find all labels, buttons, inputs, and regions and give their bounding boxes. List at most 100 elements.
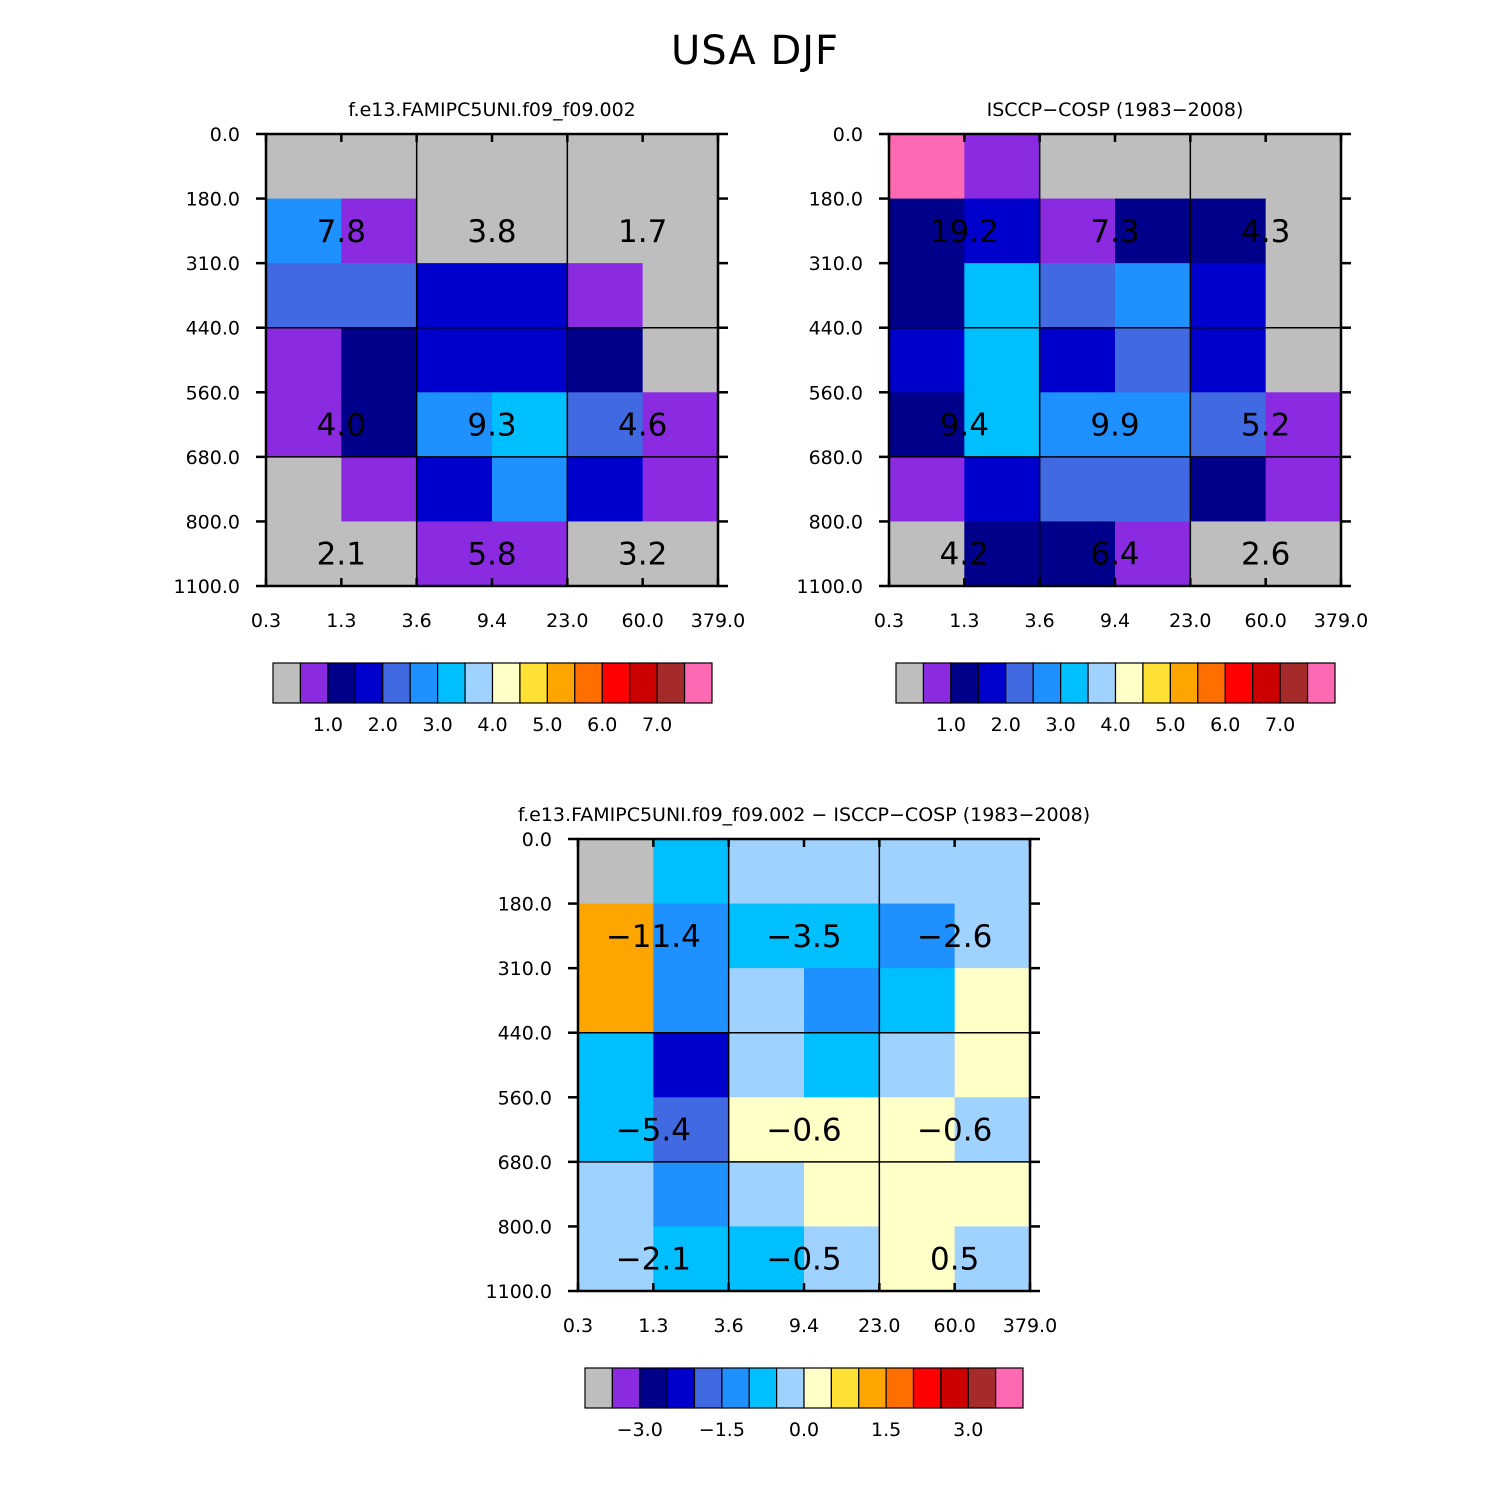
y-tick-label: 180.0 — [186, 189, 240, 211]
block-value-label: −2.6 — [917, 919, 992, 955]
block-value-label: −3.5 — [766, 919, 841, 955]
x-tick-label: 60.0 — [1245, 610, 1287, 632]
x-tick-label: 9.4 — [789, 1315, 819, 1337]
block-value-label: 5.8 — [467, 537, 516, 573]
heatmap-cell — [964, 327, 1041, 393]
colorbar-swatch — [437, 662, 466, 704]
colorbar-swatch — [995, 1367, 1024, 1409]
heatmap-cell — [567, 198, 644, 264]
colorbar-label: 3.0 — [953, 1419, 983, 1441]
x-tick-label: 9.4 — [1100, 610, 1130, 632]
colorbar-swatch — [1224, 662, 1254, 704]
y-tick-label: 310.0 — [186, 253, 240, 275]
heatmap-cell — [1190, 327, 1267, 393]
heatmap-cell — [1190, 392, 1267, 458]
block-value-label: 9.4 — [940, 408, 989, 444]
heatmap-cell — [492, 456, 568, 523]
y-tick-label: 440.0 — [498, 1023, 552, 1045]
colorbar-swatch — [940, 1367, 969, 1409]
colorbar-swatch — [1252, 662, 1281, 704]
colorbar-swatch — [1005, 662, 1034, 704]
heatmap-cell — [728, 1226, 805, 1292]
heatmap-cell — [879, 903, 956, 969]
y-tick-label: 560.0 — [809, 382, 863, 404]
heatmap-cell — [567, 521, 644, 587]
y-tick-label: 800.0 — [498, 1216, 552, 1238]
colorbar-swatch — [1306, 662, 1336, 704]
colorbar-label: 7.0 — [642, 714, 672, 736]
x-tick-label: 3.6 — [402, 610, 432, 632]
block-value-label: 4.2 — [940, 537, 989, 573]
heatmap-cell — [1115, 521, 1191, 587]
colorbar-swatch — [666, 1367, 696, 1409]
colorbar-swatch — [1197, 662, 1226, 704]
heatmap-cell — [954, 1032, 1031, 1098]
heatmap-cell — [964, 198, 1041, 264]
colorbar-label: 3.0 — [423, 714, 453, 736]
panel-title: f.e13.FAMIPC5UNI.f09_f09.002 — [348, 99, 636, 121]
block-value-label: 4.6 — [618, 408, 667, 444]
heatmap-cell — [266, 521, 342, 587]
colorbar-swatch — [912, 1367, 942, 1409]
heatmap-cell — [1265, 198, 1342, 264]
block-value-label: −11.4 — [606, 919, 701, 955]
y-tick-label: 680.0 — [809, 447, 863, 469]
heatmap-cell — [492, 521, 568, 587]
heatmap-cell — [1039, 456, 1116, 523]
colorbar-label: 4.0 — [477, 714, 507, 736]
colorbar-label: −1.5 — [699, 1419, 745, 1441]
heatmap-cell — [1265, 134, 1342, 200]
y-tick-label: 680.0 — [186, 447, 240, 469]
y-tick-label: 440.0 — [186, 318, 240, 340]
block-value-label: 7.3 — [1090, 214, 1139, 250]
y-tick-label: 310.0 — [498, 958, 552, 980]
heatmap-cell — [567, 263, 644, 329]
heatmap-cell — [578, 1226, 654, 1292]
y-tick-label: 310.0 — [809, 253, 863, 275]
heatmap-cell — [567, 392, 644, 458]
heatmap-cell — [416, 263, 493, 329]
y-tick-label: 0.0 — [210, 124, 240, 146]
heatmap-cell — [567, 327, 644, 393]
heatmap-cell — [804, 1032, 880, 1098]
heatmap-cell — [642, 456, 719, 523]
block-value-label: 9.9 — [1090, 408, 1139, 444]
heatmap-cell — [1039, 134, 1116, 200]
heatmap-cell — [642, 263, 719, 329]
x-tick-label: 23.0 — [546, 610, 588, 632]
colorbar-swatch — [382, 662, 411, 704]
colorbar-swatch — [464, 662, 494, 704]
heatmap-cell — [954, 903, 1031, 969]
panel-model: f.e13.FAMIPC5UNI.f09_f09.002 7.8 3.8 1.7 4.0… — [174, 99, 746, 632]
heatmap-cell — [1115, 134, 1191, 200]
heatmap-cell — [642, 521, 719, 587]
colorbar-label: 0.0 — [789, 1419, 819, 1441]
colorbar-swatch — [611, 1367, 641, 1409]
heatmap-cell — [1039, 521, 1116, 587]
colorbar-swatch — [748, 1367, 778, 1409]
heatmap-cell — [653, 1032, 730, 1098]
heatmap-cell — [879, 1226, 956, 1292]
heatmap-cell — [653, 1097, 730, 1163]
block-value-label: 2.6 — [1241, 537, 1290, 573]
heatmap-cell — [1265, 263, 1342, 329]
heatmap-cell — [578, 903, 654, 969]
panel-title: f.e13.FAMIPC5UNI.f09_f09.002 − ISCCP−COS… — [518, 804, 1090, 826]
heatmap-cell — [1039, 392, 1116, 458]
heatmap-cell — [1115, 392, 1191, 458]
colorbar-swatch — [977, 662, 1007, 704]
heatmap-cell — [1039, 198, 1116, 264]
colorbar-diff: −3.0 −1.5 0.0 1.5 3.0 — [584, 1367, 1024, 1441]
x-tick-label: 9.4 — [477, 610, 507, 632]
x-tick-label: 379.0 — [1003, 1315, 1057, 1337]
block-value-label: 5.2 — [1241, 408, 1290, 444]
heatmap-cell — [653, 903, 730, 969]
heatmap-cell — [266, 456, 342, 523]
colorbar-label: 1.0 — [313, 714, 343, 736]
colorbar-swatch — [693, 1367, 723, 1409]
heatmap-cell — [341, 392, 418, 458]
heatmap-cell — [266, 198, 342, 264]
colorbar-swatch — [1169, 662, 1199, 704]
heatmap-cell — [1190, 263, 1267, 329]
y-tick-label: 560.0 — [498, 1087, 552, 1109]
